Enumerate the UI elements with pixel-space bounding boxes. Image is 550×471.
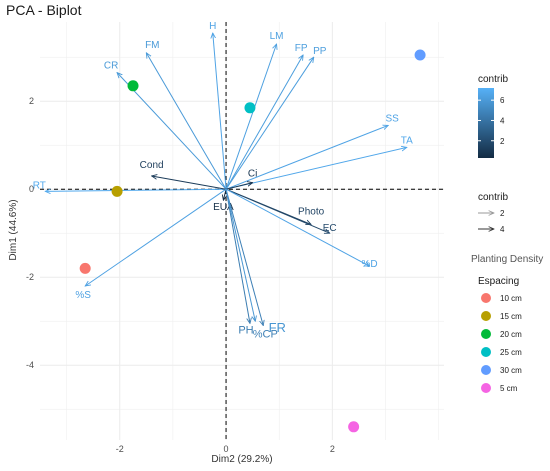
y-tick-label: -4 xyxy=(26,360,34,370)
y-tick-label: 0 xyxy=(29,184,34,194)
variable-label: PP xyxy=(313,46,327,57)
variable-arrow xyxy=(213,33,227,190)
contrib-arrow-legend: contrib 2 4 xyxy=(478,192,508,234)
grid-lines xyxy=(40,22,444,440)
group-legend-key xyxy=(481,365,491,375)
data-point xyxy=(79,262,91,274)
group-legend-key xyxy=(481,293,491,303)
y-tick-label: 2 xyxy=(29,96,34,106)
reference-lines xyxy=(40,22,444,440)
variable-arrow xyxy=(225,188,370,266)
data-point xyxy=(111,185,123,197)
group-legend-key xyxy=(481,329,491,339)
variable-label: Cond xyxy=(140,160,164,171)
data-point xyxy=(414,49,426,61)
variable-arrow xyxy=(225,189,255,321)
group-legend-heading: Planting Density xyxy=(471,254,543,265)
group-legend-key xyxy=(481,347,491,357)
group-legend-title: Espacing xyxy=(478,276,519,287)
contrib-gradient-legend: contrib 2 4 6 xyxy=(478,74,508,158)
variable-label: EUA xyxy=(213,202,234,213)
variable-label: FM xyxy=(145,40,159,51)
x-tick-label: -2 xyxy=(116,444,124,454)
contrib-arrow-legend-label: 4 xyxy=(500,225,505,234)
variable-arrow xyxy=(225,125,388,190)
variable-arrow xyxy=(146,53,227,190)
variable-label: H xyxy=(209,21,216,32)
variable-arrow xyxy=(152,176,227,190)
group-legend-key xyxy=(481,311,491,321)
contrib-arrow-legend-title: contrib xyxy=(478,192,508,203)
variable-label: %D xyxy=(362,259,378,270)
variable-label: RT xyxy=(33,180,46,191)
variable-label: LM xyxy=(270,31,284,42)
variable-label: EC xyxy=(323,223,337,234)
variable-label: FP xyxy=(295,43,308,54)
group-legend: Planting Density Espacing 10 cm 15 cm 20 c… xyxy=(471,254,543,393)
contrib-colorbar xyxy=(478,88,494,158)
group-legend-label: 20 cm xyxy=(500,330,522,339)
variable-arrow xyxy=(225,188,330,233)
variable-arrow xyxy=(223,189,226,200)
contrib-legend-title: contrib xyxy=(478,74,508,85)
data-points xyxy=(79,49,426,433)
variable-arrow xyxy=(85,188,227,286)
data-point xyxy=(348,421,360,433)
plot-panel xyxy=(40,22,444,440)
group-legend-label: 10 cm xyxy=(500,294,522,303)
variable-label: Ci xyxy=(248,169,257,180)
variable-arrow xyxy=(45,189,227,191)
variable-arrow xyxy=(117,73,227,190)
x-tick-label: 2 xyxy=(330,444,335,454)
colorbar-tick-label: 2 xyxy=(500,137,505,146)
data-point xyxy=(127,80,139,92)
x-tick-label: 0 xyxy=(224,444,229,454)
group-legend-key xyxy=(481,383,491,393)
colorbar-tick-label: 4 xyxy=(500,116,505,125)
contrib-arrow-legend-label: 2 xyxy=(500,209,505,218)
variable-label: FR xyxy=(269,320,286,335)
group-legend-label: 15 cm xyxy=(500,312,522,321)
variable-label: Photo xyxy=(298,206,325,217)
variable-arrow xyxy=(225,147,407,190)
tick-labels: -2 0 2 -4 -2 0 2 xyxy=(26,96,335,454)
variable-arrow xyxy=(225,183,253,190)
variable-label: CR xyxy=(104,61,118,72)
group-legend-label: 25 cm xyxy=(500,348,522,357)
group-legend-label: 30 cm xyxy=(500,366,522,375)
variable-arrow xyxy=(225,189,250,323)
data-point xyxy=(244,102,256,114)
x-axis-label: Dim2 (29.2%) xyxy=(211,454,272,465)
variable-label: %CP xyxy=(253,329,278,341)
y-tick-label: -2 xyxy=(26,272,34,282)
chart-title: PCA - Biplot xyxy=(6,2,82,18)
variable-label: TA xyxy=(401,135,413,146)
variable-arrow xyxy=(225,44,277,190)
variable-arrow xyxy=(225,189,263,325)
variable-arrow xyxy=(225,57,314,190)
colorbar-tick-label: 6 xyxy=(500,96,505,105)
variable-arrow xyxy=(225,55,303,190)
variable-label: PH xyxy=(238,324,253,336)
y-axis-label: Dim1 (44.6%) xyxy=(8,199,19,260)
variable-label: SS xyxy=(386,113,400,124)
group-legend-label: 5 cm xyxy=(500,384,518,393)
variable-label: %S xyxy=(75,290,91,301)
